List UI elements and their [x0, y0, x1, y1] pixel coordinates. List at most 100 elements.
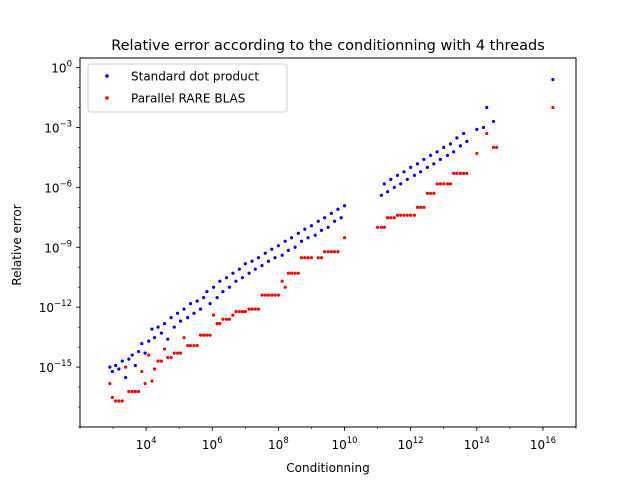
data-point	[326, 225, 330, 229]
data-point	[169, 355, 173, 360]
data-point	[247, 271, 251, 275]
data-point	[178, 319, 183, 323]
data-point	[212, 285, 216, 289]
data-point	[130, 389, 134, 394]
data-point	[419, 170, 423, 174]
legend-label: Parallel RARE BLAS	[131, 92, 245, 106]
data-point	[402, 170, 406, 174]
x-tick-label: 1014	[464, 436, 490, 452]
data-point	[465, 171, 469, 175]
data-point	[392, 216, 396, 220]
y-tick-label: 10−12	[39, 299, 72, 315]
data-point	[247, 307, 251, 311]
data-point	[136, 389, 141, 394]
data-point	[108, 381, 112, 386]
data-point	[296, 271, 300, 275]
legend-marker	[105, 74, 109, 78]
data-point	[445, 153, 450, 157]
data-point	[117, 367, 121, 371]
data-point	[491, 145, 496, 150]
data-point	[395, 213, 400, 217]
data-point	[435, 182, 439, 186]
data-point	[425, 191, 429, 195]
data-point	[448, 142, 453, 146]
data-point	[273, 256, 277, 260]
data-point	[385, 190, 390, 194]
data-point	[462, 171, 466, 175]
data-point	[253, 267, 257, 271]
legend-marker	[105, 96, 109, 100]
data-point	[382, 225, 386, 229]
data-point	[175, 311, 180, 315]
data-point	[250, 259, 254, 263]
data-point	[243, 262, 247, 266]
data-point	[276, 244, 280, 248]
data-point	[332, 219, 337, 223]
data-point	[202, 333, 206, 337]
data-point	[202, 296, 206, 300]
data-point	[309, 256, 314, 260]
data-point	[336, 250, 340, 254]
data-point	[395, 173, 400, 177]
data-point	[237, 310, 241, 314]
data-point	[162, 322, 167, 326]
data-point	[402, 213, 406, 217]
data-point	[108, 365, 112, 369]
x-tick-label: 1016	[530, 436, 556, 452]
data-point	[273, 293, 277, 297]
data-point	[399, 182, 403, 186]
data-point	[306, 256, 310, 260]
data-point	[452, 171, 456, 175]
data-point	[159, 331, 164, 335]
legend-label: Standard dot product	[131, 70, 259, 84]
data-point	[260, 264, 264, 268]
data-point	[178, 351, 183, 355]
data-point	[475, 151, 479, 156]
data-point	[438, 182, 442, 186]
data-point	[143, 351, 147, 355]
data-point	[339, 216, 343, 220]
data-point	[475, 127, 479, 131]
data-point	[329, 211, 333, 215]
data-point	[296, 231, 300, 235]
data-point	[114, 399, 118, 403]
data-point	[323, 216, 327, 220]
y-axis-label: Relative error	[10, 204, 24, 285]
data-point	[280, 253, 284, 257]
data-point	[152, 335, 157, 340]
data-point	[316, 219, 320, 223]
data-point	[266, 259, 271, 263]
data-point	[195, 299, 199, 303]
data-point	[412, 213, 417, 217]
data-point	[218, 322, 222, 326]
data-point	[166, 355, 170, 360]
data-point	[442, 145, 446, 150]
x-tick-label: 1012	[398, 436, 424, 452]
data-point	[392, 185, 396, 189]
data-point	[186, 316, 190, 320]
data-point	[218, 279, 222, 283]
data-point	[120, 359, 124, 363]
data-point	[127, 357, 131, 361]
data-point	[166, 337, 170, 341]
data-point	[270, 293, 274, 297]
data-point	[283, 285, 287, 289]
data-point	[224, 317, 229, 321]
data-point	[448, 182, 453, 186]
data-point	[150, 327, 154, 331]
data-point	[169, 316, 173, 320]
data-point	[313, 233, 317, 237]
data-point	[435, 150, 439, 154]
data-point	[389, 216, 393, 220]
data-point	[130, 353, 134, 357]
data-point	[455, 171, 459, 175]
data-point	[231, 313, 235, 317]
data-point	[303, 227, 307, 231]
data-point	[110, 395, 114, 400]
data-point	[227, 317, 232, 321]
data-point	[283, 239, 287, 243]
data-point	[195, 343, 199, 348]
data-point	[120, 399, 124, 403]
data-point	[114, 363, 118, 368]
